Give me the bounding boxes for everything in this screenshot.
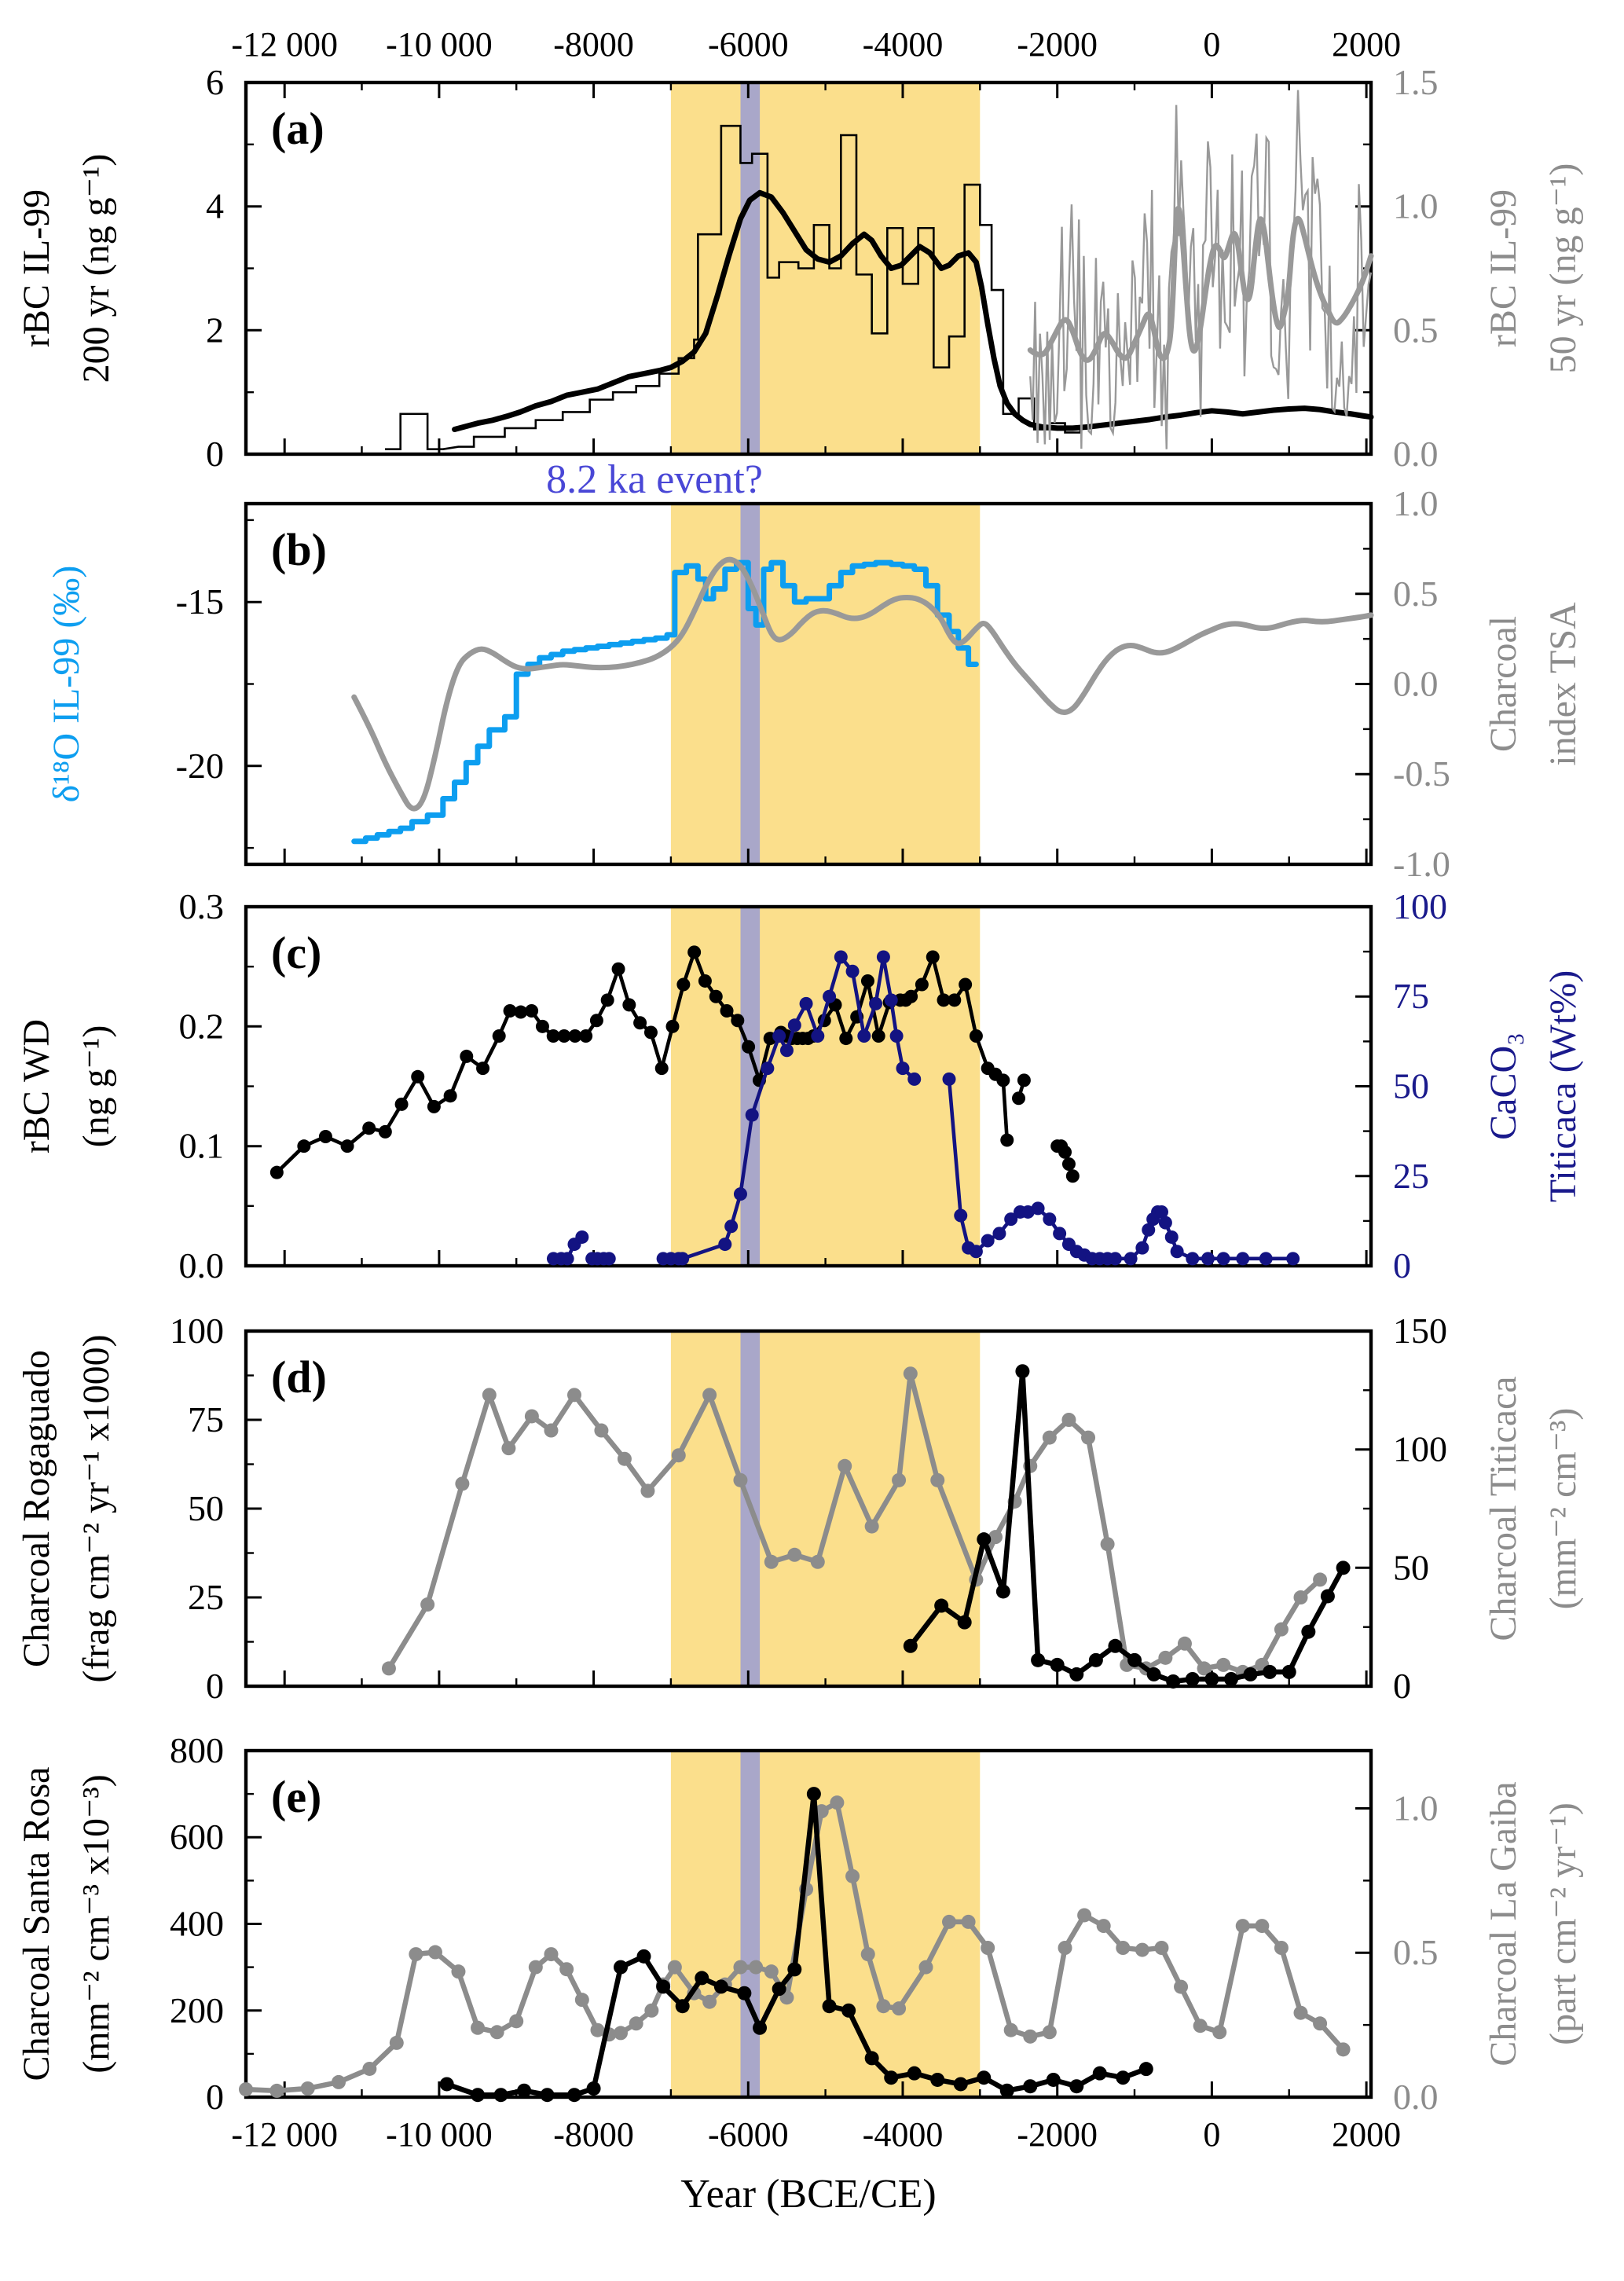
svg-text:1.0: 1.0 [1393, 483, 1439, 523]
svg-text:100: 100 [1393, 1429, 1447, 1469]
svg-text:-6000: -6000 [708, 25, 789, 64]
svg-text:-6000: -6000 [708, 2115, 789, 2154]
svg-text:100: 100 [1393, 886, 1447, 926]
svg-text:rBC WD: rBC WD [16, 1019, 57, 1153]
svg-text:δ¹⁸O IL-99 (‰): δ¹⁸O IL-99 (‰) [46, 566, 87, 803]
svg-text:Charcoal Santa Rosa: Charcoal Santa Rosa [16, 1767, 57, 2081]
svg-text:Charcoal Rogaguado: Charcoal Rogaguado [16, 1350, 57, 1667]
svg-text:1.0: 1.0 [1393, 186, 1439, 226]
svg-text:1.0: 1.0 [1393, 1788, 1439, 1828]
svg-text:(a): (a) [271, 103, 324, 154]
svg-text:8.2 ka event?: 8.2 ka event? [546, 457, 763, 502]
svg-text:Titicaca (Wt%): Titicaca (Wt%) [1542, 970, 1584, 1202]
svg-text:2000: 2000 [1332, 25, 1401, 64]
svg-text:2000: 2000 [1332, 2115, 1401, 2154]
svg-text:-4000: -4000 [863, 2115, 944, 2154]
svg-text:2: 2 [206, 310, 224, 350]
svg-text:0: 0 [1393, 1666, 1411, 1706]
svg-text:(b): (b) [271, 524, 327, 575]
svg-text:(c): (c) [271, 927, 321, 978]
svg-text:-15: -15 [176, 581, 224, 622]
svg-text:-1.0: -1.0 [1393, 844, 1450, 884]
svg-text:0.0: 0.0 [1393, 434, 1439, 474]
svg-text:Charcoal La Gaiba: Charcoal La Gaiba [1483, 1781, 1524, 2066]
svg-text:75: 75 [1393, 976, 1429, 1016]
svg-text:600: 600 [170, 1817, 224, 1857]
svg-text:-0.5: -0.5 [1393, 754, 1450, 794]
svg-text:0: 0 [206, 1666, 224, 1706]
svg-text:6: 6 [206, 62, 224, 102]
svg-text:(d): (d) [271, 1351, 327, 1403]
svg-text:150: 150 [1393, 1311, 1447, 1351]
svg-text:(mm⁻² cm⁻³ x10⁻³): (mm⁻² cm⁻³ x10⁻³) [75, 1774, 117, 2073]
svg-text:100: 100 [170, 1311, 224, 1351]
svg-text:-12 000: -12 000 [231, 2115, 338, 2154]
svg-text:0.0: 0.0 [179, 1245, 225, 1285]
svg-text:(mm⁻² cm⁻³): (mm⁻² cm⁻³) [1542, 1408, 1584, 1610]
svg-text:400: 400 [170, 1904, 224, 1944]
svg-text:0.3: 0.3 [179, 886, 225, 926]
svg-text:index TSA: index TSA [1542, 602, 1584, 766]
svg-text:0.1: 0.1 [179, 1126, 225, 1166]
svg-text:(ng g⁻¹): (ng g⁻¹) [75, 1025, 117, 1148]
svg-text:(frag cm⁻² yr⁻¹ x1000): (frag cm⁻² yr⁻¹ x1000) [75, 1334, 117, 1682]
svg-text:4: 4 [206, 186, 224, 226]
svg-text:-12 000: -12 000 [231, 25, 338, 64]
svg-text:0.5: 0.5 [1393, 574, 1439, 614]
svg-text:-2000: -2000 [1017, 25, 1098, 64]
svg-text:Year (BCE/CE): Year (BCE/CE) [680, 2172, 936, 2217]
svg-text:0.2: 0.2 [179, 1006, 225, 1046]
svg-text:50 yr (ng g⁻¹): 50 yr (ng g⁻¹) [1542, 163, 1584, 374]
svg-text:0: 0 [1203, 25, 1220, 64]
svg-text:800: 800 [170, 1730, 224, 1770]
svg-text:0: 0 [1393, 1245, 1411, 1285]
svg-text:CaCO₃: CaCO₃ [1483, 1032, 1524, 1140]
svg-text:(e): (e) [271, 1771, 321, 1822]
svg-text:Charcoal Titicaca: Charcoal Titicaca [1483, 1376, 1524, 1641]
svg-text:200: 200 [170, 1990, 224, 2030]
svg-text:-10 000: -10 000 [386, 25, 493, 64]
svg-text:-10 000: -10 000 [386, 2115, 493, 2154]
svg-text:-2000: -2000 [1017, 2115, 1098, 2154]
svg-text:rBC IL-99: rBC IL-99 [1483, 189, 1524, 347]
svg-text:rBC IL-99: rBC IL-99 [16, 189, 57, 347]
svg-text:75: 75 [188, 1399, 224, 1439]
svg-text:(part cm⁻² yr⁻¹): (part cm⁻² yr⁻¹) [1542, 1802, 1584, 2045]
svg-text:-20: -20 [176, 746, 224, 786]
svg-text:-4000: -4000 [863, 25, 944, 64]
svg-text:50: 50 [1393, 1547, 1429, 1587]
svg-text:1.5: 1.5 [1393, 62, 1439, 102]
svg-text:200 yr (ng g⁻¹): 200 yr (ng g⁻¹) [75, 154, 117, 383]
svg-text:0.5: 0.5 [1393, 310, 1439, 350]
svg-text:0: 0 [1203, 2115, 1220, 2154]
svg-text:25: 25 [1393, 1156, 1429, 1196]
svg-text:0.0: 0.0 [1393, 2077, 1439, 2117]
svg-text:-8000: -8000 [553, 25, 634, 64]
svg-text:50: 50 [188, 1488, 224, 1528]
svg-text:0.0: 0.0 [1393, 664, 1439, 704]
svg-text:0: 0 [206, 434, 224, 474]
svg-text:50: 50 [1393, 1066, 1429, 1106]
svg-text:25: 25 [188, 1577, 224, 1617]
svg-text:0: 0 [206, 2077, 224, 2117]
svg-text:0.5: 0.5 [1393, 1932, 1439, 1972]
svg-text:Charcoal: Charcoal [1483, 616, 1524, 752]
svg-text:-8000: -8000 [553, 2115, 634, 2154]
